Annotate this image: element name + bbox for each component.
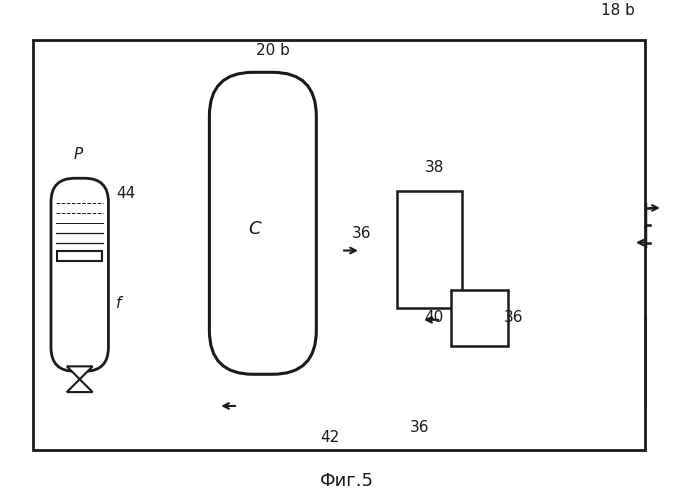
Text: P: P <box>73 148 82 162</box>
Bar <box>33 40 645 451</box>
Polygon shape <box>67 366 92 379</box>
Polygon shape <box>67 379 92 392</box>
Text: Фиг.5: Фиг.5 <box>320 472 374 490</box>
Text: 36: 36 <box>352 226 372 240</box>
Bar <box>398 191 462 308</box>
Bar <box>57 250 102 262</box>
Text: 18 b: 18 b <box>601 3 635 18</box>
Text: f: f <box>116 296 122 311</box>
Text: 40: 40 <box>424 310 443 326</box>
Text: 38: 38 <box>425 160 444 176</box>
FancyBboxPatch shape <box>51 178 108 372</box>
Text: 42: 42 <box>320 430 340 444</box>
Text: 44: 44 <box>116 186 136 201</box>
FancyBboxPatch shape <box>209 72 316 374</box>
Text: 36: 36 <box>409 420 429 435</box>
Text: 20 b: 20 b <box>256 44 290 59</box>
Text: 36: 36 <box>503 310 523 325</box>
Bar <box>451 290 508 346</box>
Text: C: C <box>249 220 261 238</box>
